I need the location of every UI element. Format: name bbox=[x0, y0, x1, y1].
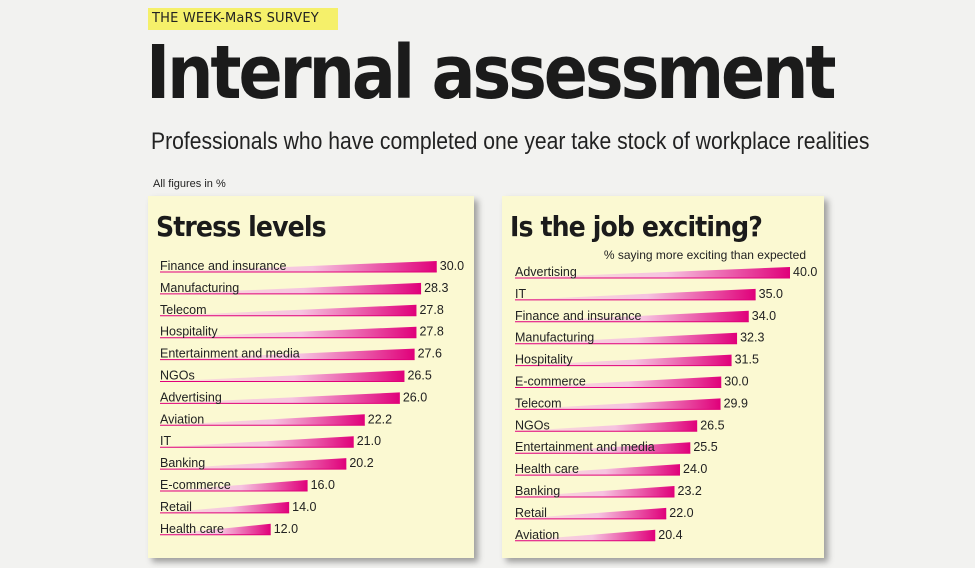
page-title: Internal assessment bbox=[146, 30, 837, 116]
bar bbox=[515, 464, 680, 476]
job-exciting-subtitle: % saying more exciting than expected bbox=[603, 248, 806, 262]
category-label: Hospitality bbox=[515, 353, 573, 367]
bar bbox=[515, 398, 721, 410]
category-label: Banking bbox=[515, 484, 560, 498]
data-label: 32.3 bbox=[740, 331, 764, 345]
data-label: 22.0 bbox=[669, 506, 693, 520]
job-exciting-chart: Advertising 40.0 IT 35.0 Finance and insuran… bbox=[515, 265, 817, 542]
category-label: Finance and insurance bbox=[160, 259, 287, 273]
bar bbox=[160, 370, 405, 382]
data-label: 27.8 bbox=[419, 325, 443, 339]
data-label: 21.0 bbox=[357, 434, 381, 448]
data-label: 27.6 bbox=[418, 347, 442, 361]
stress-levels-chart: Finance and insurance 30.0 Manufacturing 28… bbox=[160, 259, 464, 536]
category-label: Manufacturing bbox=[160, 281, 239, 295]
data-label: 34.0 bbox=[752, 309, 776, 323]
category-label: Advertising bbox=[515, 265, 577, 279]
stress-levels-title: Stress levels bbox=[156, 210, 327, 243]
category-label: Telecom bbox=[515, 396, 562, 410]
category-label: Manufacturing bbox=[515, 331, 594, 345]
figures-note: All figures in % bbox=[153, 178, 226, 190]
data-label: 28.3 bbox=[424, 281, 448, 295]
data-label: 12.0 bbox=[274, 522, 298, 536]
bar bbox=[160, 282, 422, 294]
bar bbox=[515, 420, 698, 432]
bar bbox=[515, 332, 738, 344]
data-label: 29.9 bbox=[724, 396, 748, 410]
category-label: IT bbox=[160, 434, 171, 448]
category-label: IT bbox=[515, 287, 526, 301]
category-label: NGOs bbox=[515, 418, 550, 432]
bar bbox=[515, 354, 732, 366]
bar bbox=[160, 523, 271, 535]
job-exciting-title: Is the job exciting? bbox=[510, 210, 763, 243]
category-label: Entertainment and media bbox=[515, 440, 655, 454]
bar bbox=[515, 442, 691, 454]
data-label: 23.2 bbox=[678, 484, 702, 498]
category-label: Finance and insurance bbox=[515, 309, 642, 323]
data-label: 30.0 bbox=[724, 375, 748, 389]
bar bbox=[515, 486, 675, 497]
data-label: 14.0 bbox=[292, 500, 316, 514]
category-label: E-commerce bbox=[515, 375, 586, 389]
data-label: 24.0 bbox=[683, 462, 707, 476]
category-label: Banking bbox=[160, 456, 205, 470]
category-label: Advertising bbox=[160, 390, 222, 404]
bar bbox=[160, 458, 347, 470]
category-label: Retail bbox=[515, 506, 547, 520]
survey-tag: THE WEEK-MaRS SURVEY bbox=[148, 8, 338, 30]
data-label: 27.8 bbox=[419, 303, 443, 317]
data-label: 26.5 bbox=[700, 418, 724, 432]
category-label: Telecom bbox=[160, 303, 207, 317]
data-label: 26.0 bbox=[403, 390, 427, 404]
category-label: NGOs bbox=[160, 369, 195, 383]
data-label: 26.5 bbox=[407, 369, 431, 383]
bar bbox=[515, 529, 656, 541]
bar bbox=[160, 348, 415, 360]
data-label: 25.5 bbox=[693, 440, 717, 454]
data-label: 16.0 bbox=[311, 478, 335, 492]
bar bbox=[515, 376, 722, 388]
bar bbox=[160, 326, 417, 338]
bar bbox=[515, 310, 749, 322]
bar bbox=[160, 304, 417, 316]
category-label: E-commerce bbox=[160, 478, 231, 492]
category-label: Health care bbox=[160, 522, 224, 536]
bar bbox=[515, 288, 756, 300]
data-label: 30.0 bbox=[440, 259, 464, 273]
category-label: Retail bbox=[160, 500, 192, 514]
category-label: Aviation bbox=[515, 528, 559, 542]
data-label: 40.0 bbox=[793, 265, 817, 279]
category-label: Aviation bbox=[160, 412, 204, 426]
category-label: Hospitality bbox=[160, 325, 218, 339]
stress-levels-panel: Stress levels Finance and insurance 30.0 M… bbox=[148, 196, 474, 558]
job-exciting-panel: Is the job exciting? % saying more excit… bbox=[502, 196, 824, 558]
bar bbox=[160, 436, 354, 448]
bar bbox=[160, 414, 365, 426]
data-label: 20.4 bbox=[658, 528, 682, 542]
category-label: Health care bbox=[515, 462, 579, 476]
bar bbox=[515, 267, 790, 278]
bar bbox=[160, 261, 437, 272]
data-label: 22.2 bbox=[368, 412, 392, 426]
bar bbox=[515, 507, 667, 519]
data-label: 20.2 bbox=[349, 456, 373, 470]
category-label: Entertainment and media bbox=[160, 347, 300, 361]
data-label: 35.0 bbox=[759, 287, 783, 301]
page-subtitle: Professionals who have completed one yea… bbox=[151, 128, 870, 155]
data-label: 31.5 bbox=[735, 353, 759, 367]
